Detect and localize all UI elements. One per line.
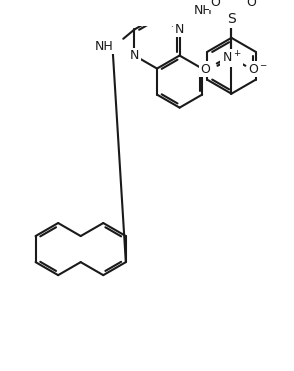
Text: N$^+$: N$^+$ [222, 51, 241, 66]
Text: N: N [175, 23, 184, 36]
Text: O: O [211, 0, 220, 9]
Text: S: S [227, 12, 236, 26]
Text: NH: NH [95, 40, 114, 53]
Text: N: N [130, 49, 139, 62]
Text: NH: NH [194, 4, 213, 17]
Text: O: O [201, 63, 210, 76]
Text: O: O [246, 0, 256, 9]
Text: O$^-$: O$^-$ [248, 63, 268, 76]
